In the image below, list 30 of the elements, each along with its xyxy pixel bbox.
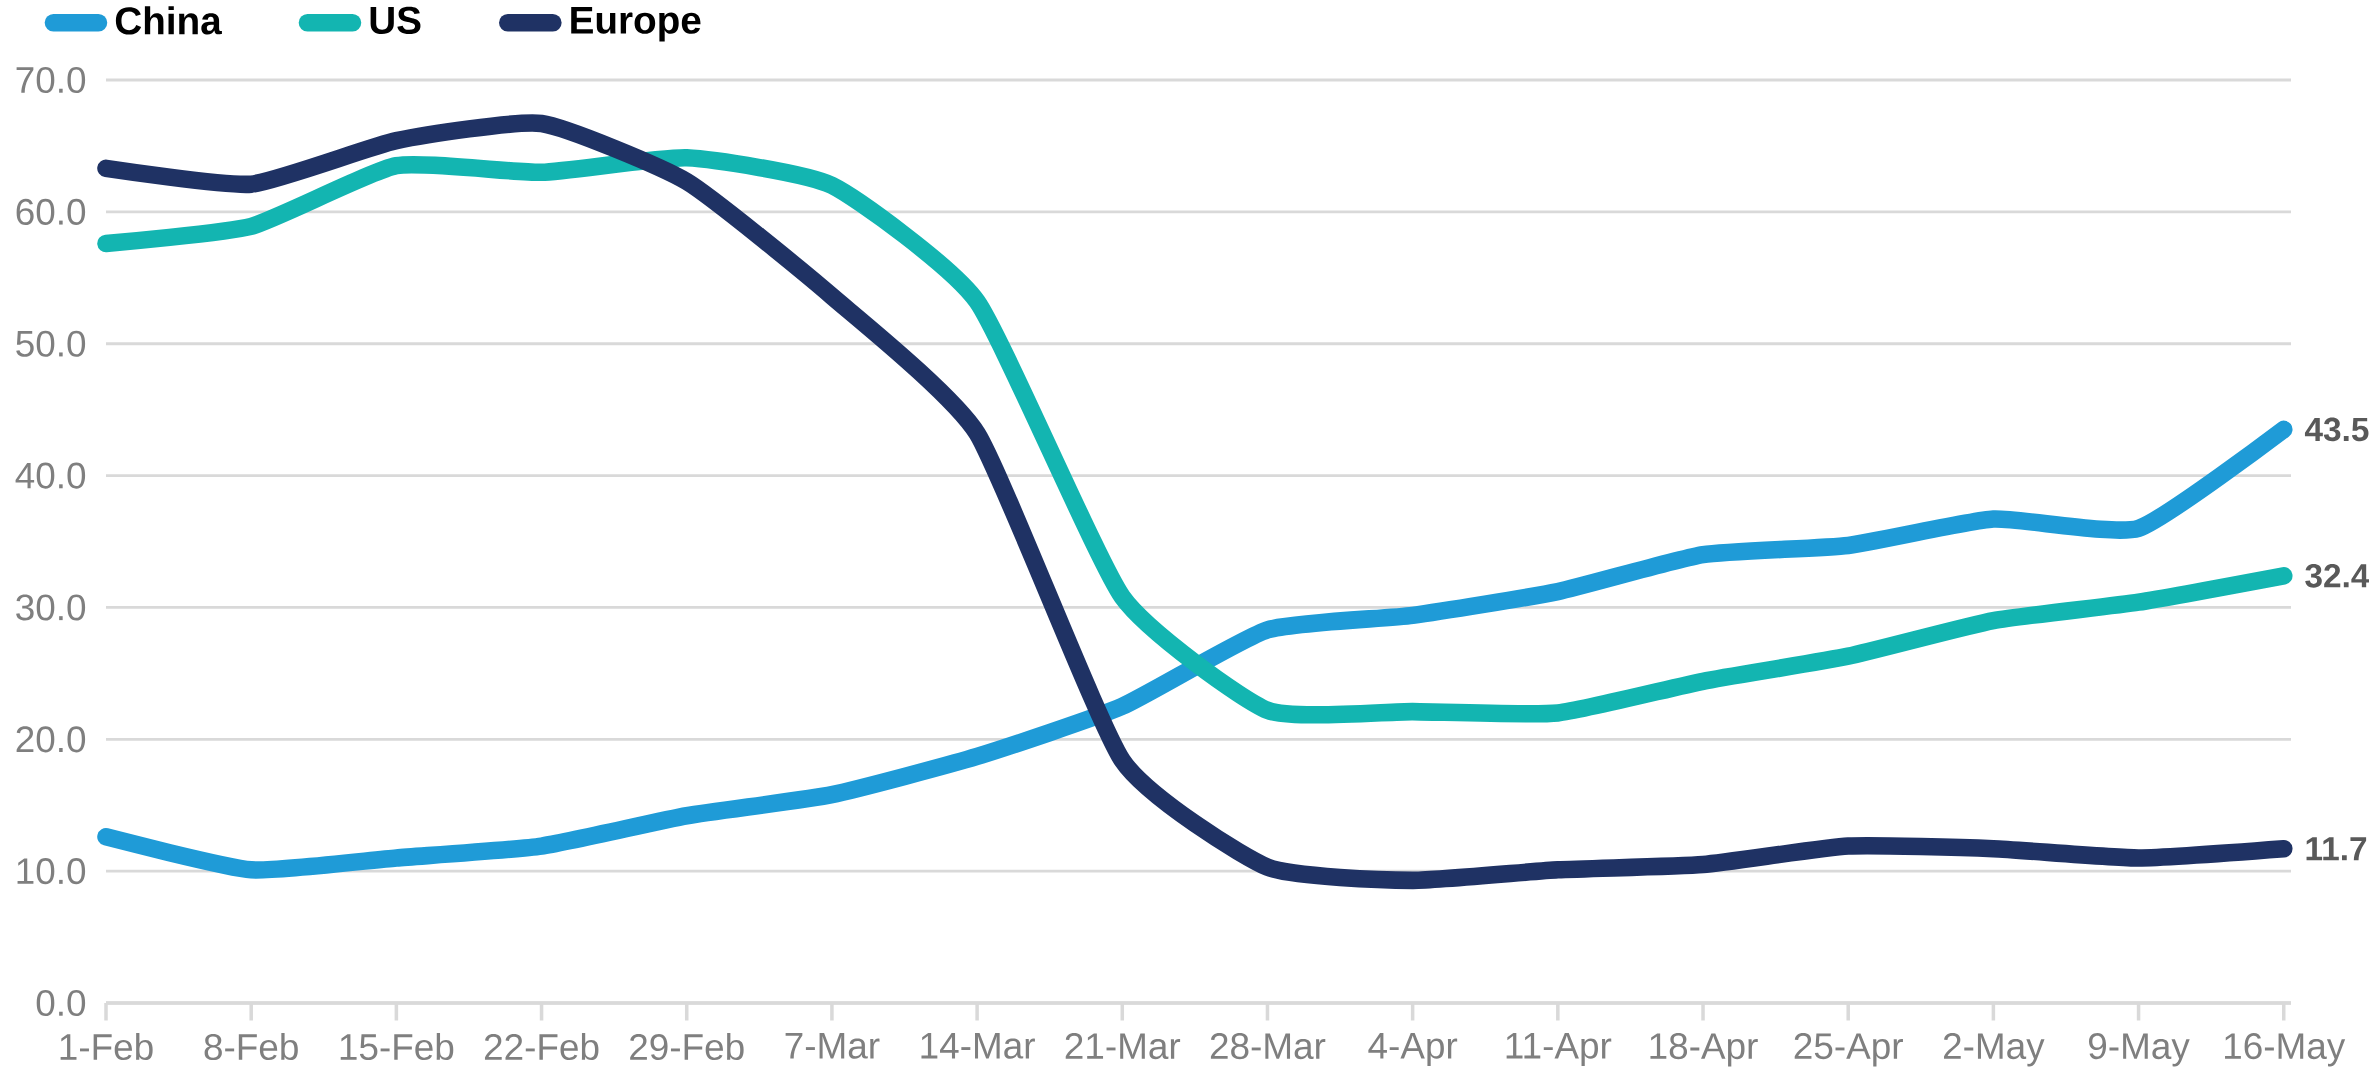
x-tick-label: 28-Mar: [1210, 1033, 1326, 1060]
y-tick-label: 70.0: [16, 66, 86, 94]
legend-label: US: [370, 6, 421, 35]
y-tick-label: 10.0: [17, 858, 86, 885]
y-tick-label: 60.0: [16, 198, 86, 225]
legend-label: China: [115, 6, 222, 35]
y-tick-label: 30.0: [16, 594, 86, 621]
x-tick-label: 16-May: [2225, 1033, 2346, 1067]
x-tick-label: 11-Apr: [1506, 1033, 1612, 1067]
data-label: 32.4: [2305, 563, 2369, 588]
x-tick-label: 29-Feb: [630, 1033, 744, 1061]
y-tick-label: 0.0: [36, 989, 86, 1017]
y-tick-label: 20.0: [16, 726, 86, 753]
x-tick-label: 7-Mar: [785, 1033, 880, 1059]
x-tick-label: 21-Mar: [1065, 1033, 1181, 1060]
x-tick-label: 25-Apr: [1794, 1033, 1903, 1067]
x-tick-label: 22-Feb: [484, 1033, 599, 1061]
x-tick-label: 4-Apr: [1368, 1033, 1458, 1067]
x-tick-label: 9-May: [2089, 1033, 2190, 1067]
y-tick-label: 50.0: [16, 330, 86, 357]
x-tick-label: 18-Apr: [1650, 1033, 1758, 1067]
y-tick-label: 40.0: [15, 462, 86, 489]
x-tick-label: 14-Mar: [921, 1033, 1035, 1059]
legend-label: Europe: [571, 6, 701, 42]
x-tick-label: 2-May: [1943, 1033, 2045, 1067]
data-label: 43.5: [2304, 417, 2369, 442]
x-tick-label: 15-Feb: [340, 1033, 454, 1061]
data-label: 11.7: [2306, 837, 2367, 861]
x-tick-label: 1-Feb: [60, 1033, 153, 1061]
x-tick-label: 8-Feb: [204, 1033, 298, 1061]
